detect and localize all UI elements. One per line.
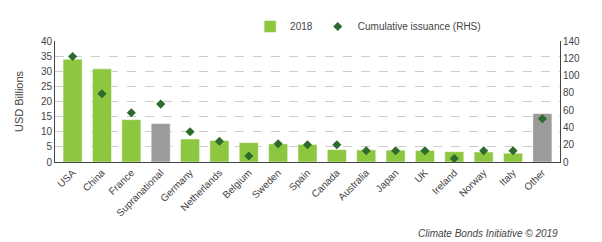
svg-text:0: 0 [563,157,569,168]
svg-text:USD Billions: USD Billions [13,70,25,132]
svg-text:France: France [107,167,137,197]
svg-text:Cumulative issuance (RHS): Cumulative issuance (RHS) [358,21,481,32]
svg-text:40: 40 [41,36,53,47]
svg-text:Belgium: Belgium [220,167,253,200]
svg-text:20: 20 [41,96,53,107]
svg-text:35: 35 [41,51,53,62]
svg-text:Norway: Norway [457,167,489,199]
svg-text:China: China [81,167,108,194]
svg-text:Ireland: Ireland [430,167,459,196]
svg-text:Other: Other [522,167,548,193]
svg-text:2018: 2018 [290,21,313,32]
svg-text:Climate Bonds Initiative © 201: Climate Bonds Initiative © 2019 [418,228,558,239]
svg-text:80: 80 [563,87,575,98]
svg-text:Spain: Spain [287,167,313,193]
svg-text:15: 15 [41,111,53,122]
svg-text:140: 140 [563,36,580,47]
svg-text:Sweden: Sweden [250,167,283,200]
svg-text:Canada: Canada [309,167,342,200]
svg-text:30: 30 [41,66,53,77]
svg-text:100: 100 [563,70,580,81]
svg-text:Netherlands: Netherlands [178,167,224,213]
svg-text:5: 5 [46,141,52,152]
svg-text:Germany: Germany [158,167,195,204]
svg-text:20: 20 [563,139,575,150]
svg-text:UK: UK [412,167,430,185]
svg-text:40: 40 [563,122,575,133]
svg-text:Australia: Australia [336,167,372,203]
svg-text:0: 0 [46,157,52,168]
svg-text:Italy: Italy [497,167,518,188]
svg-text:10: 10 [41,126,53,137]
svg-text:60: 60 [563,105,575,116]
svg-text:120: 120 [563,53,580,64]
svg-text:USA: USA [55,167,78,190]
svg-text:Japan: Japan [373,167,400,194]
svg-text:25: 25 [41,81,53,92]
svg-text:Supranational: Supranational [114,167,165,218]
